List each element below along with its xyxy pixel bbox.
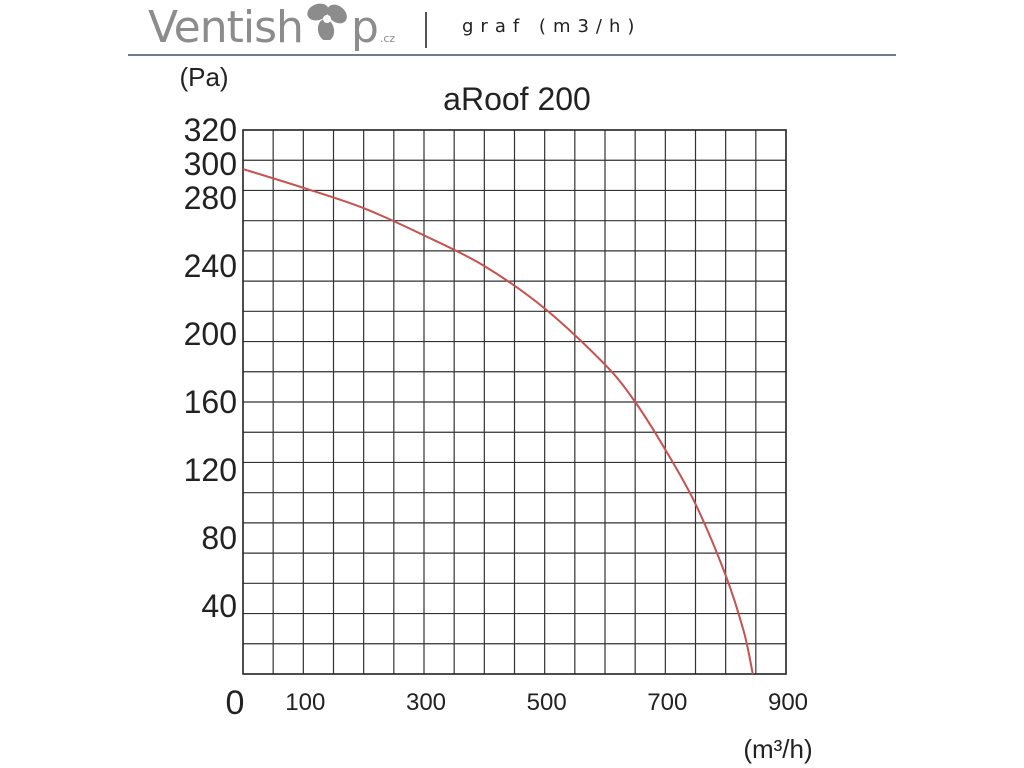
- y-tick-label: 280: [184, 180, 237, 216]
- x-tick-label: 500: [527, 689, 567, 716]
- x-tick-label: 900: [768, 689, 808, 716]
- x-tick-labels: 100 300 500 700 900: [285, 689, 808, 716]
- x-axis-label: (m³/h): [743, 734, 812, 764]
- header-caption: graf (m3/h): [462, 16, 642, 37]
- x-tick-label: 700: [647, 689, 687, 716]
- x-tick-label: 100: [285, 689, 325, 716]
- header-divider: [425, 12, 427, 48]
- site-header: Ventish p .cz graf (m3/h): [128, 0, 896, 56]
- y-tick-label: 120: [184, 452, 237, 488]
- y-tick-label: 300: [184, 146, 237, 182]
- chart-grid: [243, 130, 786, 674]
- brand-name-start: Ventish: [148, 2, 304, 53]
- y-tick-label: 320: [184, 112, 237, 148]
- y-tick-label: 240: [184, 248, 237, 284]
- y-tick-label: 80: [201, 520, 237, 556]
- brand-logo[interactable]: Ventish p .cz: [148, 2, 395, 65]
- y-tick-label: 160: [184, 384, 237, 420]
- y-axis-label: (Pa): [179, 62, 228, 92]
- origin-label: 0: [226, 684, 245, 722]
- y-tick-label: 200: [184, 316, 237, 352]
- x-tick-label: 300: [406, 689, 446, 716]
- brand-tld: .cz: [379, 32, 396, 45]
- header-rule: [128, 54, 896, 56]
- y-tick-label: 40: [201, 588, 237, 624]
- series-curve: [242, 168, 754, 675]
- chart-title: aRoof 200: [443, 81, 591, 117]
- plot-frame: [242, 129, 787, 675]
- brand-name-end: p: [350, 2, 379, 53]
- fan-icon: [304, 0, 350, 52]
